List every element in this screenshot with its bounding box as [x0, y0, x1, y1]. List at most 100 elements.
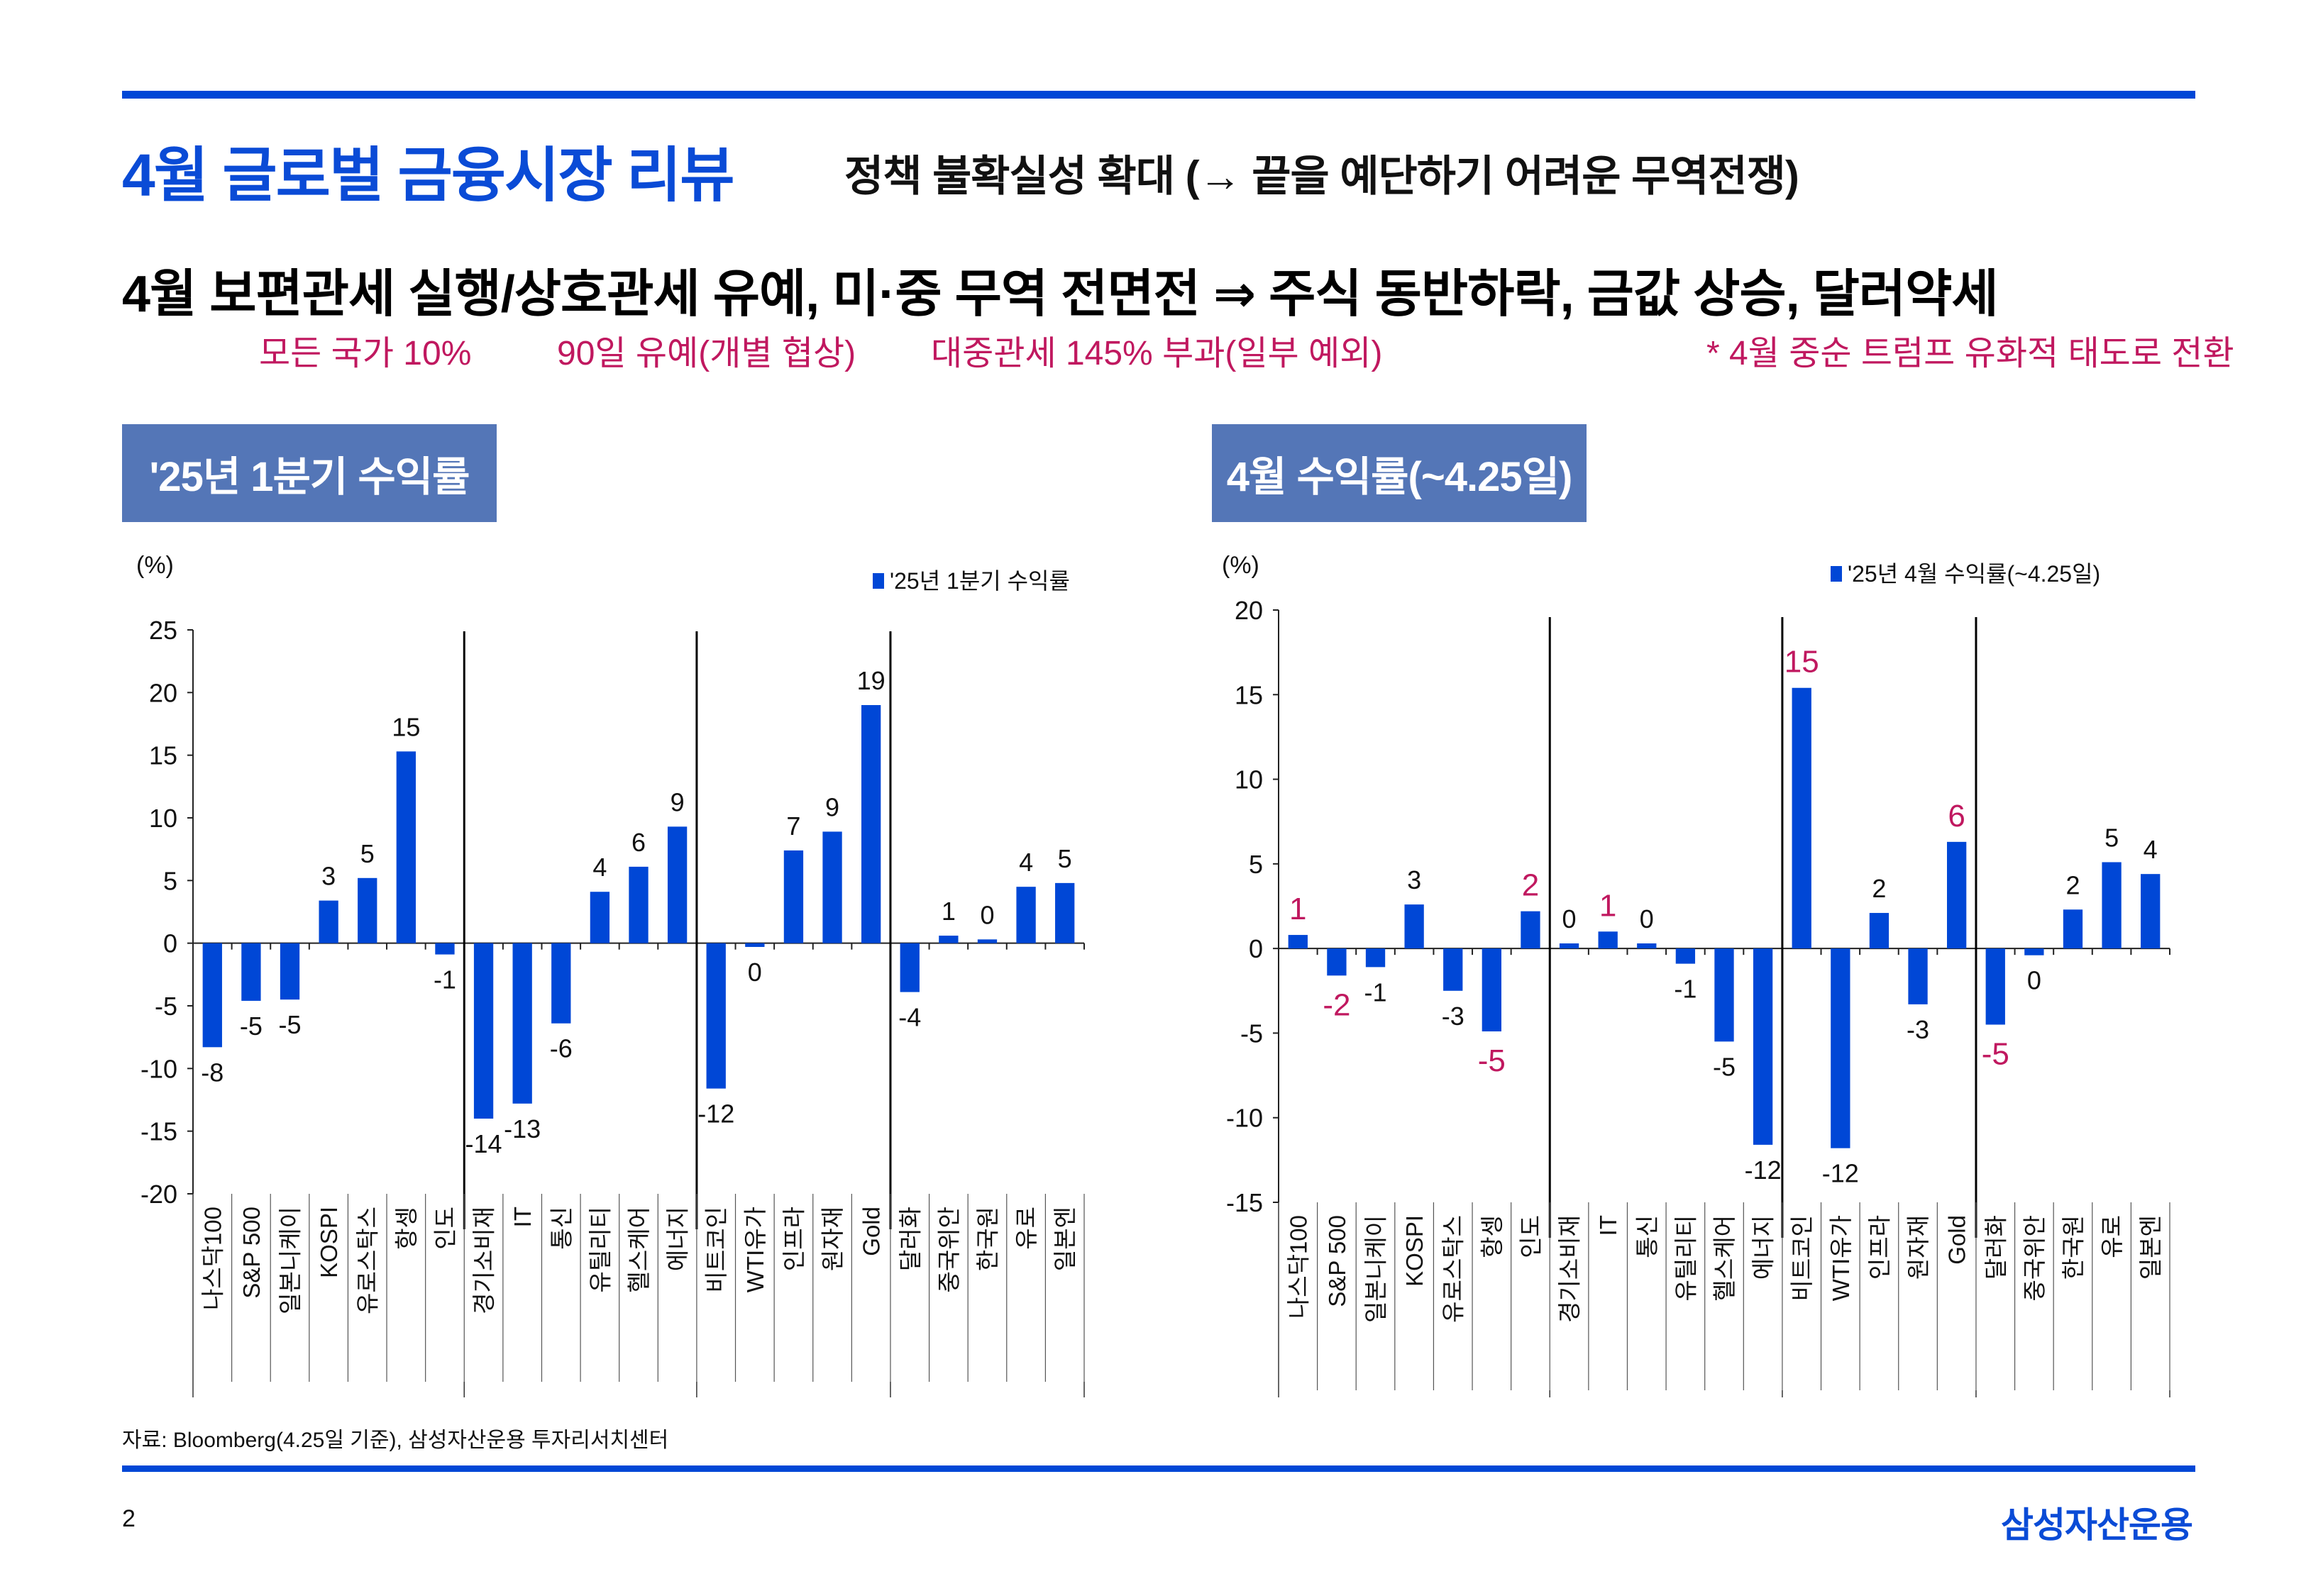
category-label: 인프라 [1866, 1215, 1892, 1280]
bar [1753, 948, 1773, 1145]
bar [1404, 904, 1424, 949]
y-tick-label: -10 [140, 1054, 177, 1083]
legend-swatch [873, 573, 884, 589]
bar [2102, 862, 2122, 949]
category-label: 경기소비재 [1557, 1215, 1583, 1323]
category-label: 인도 [1518, 1215, 1544, 1258]
page-subtitle: 정책 불확실성 확대 (→ 끝을 예단하기 어려운 무역전쟁) [844, 153, 1799, 200]
y-axis-unit: (%) [1222, 552, 1259, 579]
bar [1365, 948, 1386, 968]
bar [2024, 948, 2044, 955]
note-reciprocal-delay: 90일 유예(개별 협상) [557, 335, 856, 372]
bar [783, 850, 804, 943]
data-label: -4 [898, 1003, 921, 1032]
bar [319, 900, 338, 943]
bar [1831, 948, 1850, 1148]
data-label: -13 [504, 1114, 541, 1143]
bar [1947, 841, 1967, 949]
data-label: 15 [1784, 645, 1819, 680]
category-label: 일본엔 [1052, 1207, 1078, 1271]
y-tick-label: -15 [140, 1117, 177, 1146]
bar [1327, 948, 1347, 976]
data-label: -5 [1478, 1043, 1506, 1078]
category-label: 헬스케어 [626, 1207, 652, 1292]
data-label: -6 [550, 1034, 573, 1063]
category-label: 통신 [1634, 1215, 1660, 1258]
data-label: 0 [748, 958, 762, 987]
category-label: 중국위안 [936, 1207, 962, 1292]
y-tick-label: 15 [149, 741, 177, 770]
bar [1016, 887, 1036, 943]
data-label: 2 [2065, 870, 2080, 899]
data-label: -12 [1822, 1159, 1859, 1188]
category-label: Gold [1944, 1215, 1970, 1265]
data-label: -12 [1745, 1156, 1782, 1185]
data-label: -3 [1442, 1002, 1464, 1031]
bar [512, 943, 532, 1104]
bar [939, 936, 959, 943]
bar [1482, 948, 1501, 1032]
data-label: 4 [2144, 835, 2158, 864]
category-label: 비트코인 [1789, 1215, 1815, 1301]
y-tick-label: 25 [149, 616, 177, 645]
category-label: 유로스탁스 [355, 1207, 381, 1314]
page-title: 4월 글로벌 금융시장 리뷰 [122, 142, 735, 209]
data-label: 3 [321, 862, 336, 891]
bar [435, 943, 455, 955]
data-label: 1 [942, 897, 956, 926]
data-label: -14 [465, 1129, 502, 1158]
category-label: 일본니케이 [1363, 1215, 1389, 1323]
category-label: 에너지 [665, 1207, 691, 1271]
data-label: 1 [1599, 888, 1616, 923]
bar [202, 943, 222, 1048]
category-label: 유로스탁스 [1440, 1215, 1467, 1323]
bar [2141, 874, 2161, 949]
data-label: -1 [434, 965, 456, 994]
data-label: 9 [671, 787, 685, 816]
category-label: 에너지 [1750, 1215, 1777, 1280]
page-number: 2 [122, 1505, 136, 1532]
category-label: 달러화 [1982, 1215, 2009, 1280]
data-label: 1 [1289, 892, 1306, 926]
category-label: 원자재 [1905, 1215, 1931, 1280]
bar [1792, 687, 1811, 949]
data-label: 5 [1058, 844, 1072, 873]
category-label: 일본엔 [2138, 1215, 2164, 1280]
data-label: -5 [1982, 1037, 2009, 1072]
brand-logo: 삼성자산운용 [2001, 1505, 2193, 1545]
y-tick-label: 20 [149, 678, 177, 707]
note-universal-tariff: 모든 국가 10% [259, 335, 472, 372]
bar [241, 943, 261, 1001]
data-label: 0 [1562, 904, 1577, 933]
data-label: 0 [1640, 904, 1654, 933]
y-tick-label: 20 [1235, 596, 1263, 625]
category-label: 인프라 [780, 1207, 807, 1271]
y-tick-label: -20 [140, 1180, 177, 1209]
bar [977, 939, 998, 943]
data-label: 0 [2027, 966, 2041, 995]
bar [396, 751, 416, 943]
chart-april-returns: (%)'25년 4월 수익률(~4.25일)20151050-5-10-15주식… [1222, 552, 2170, 1397]
category-label: IT [1595, 1215, 1621, 1236]
y-tick-label: 10 [149, 804, 177, 833]
source-note: 자료: Bloomberg(4.25일 기준), 삼성자산운용 투자리서치센터 [122, 1429, 669, 1452]
category-label: 유틸리티 [587, 1207, 613, 1292]
bar [1985, 948, 2005, 1025]
bar [280, 943, 300, 1000]
category-label: 항셍 [393, 1207, 419, 1250]
category-label: S&P 500 [238, 1207, 265, 1299]
category-label: 한국원 [974, 1207, 1000, 1271]
bar [745, 943, 765, 947]
bar [473, 943, 494, 1119]
category-label: 한국원 [2060, 1215, 2086, 1280]
data-label: 4 [1019, 848, 1033, 877]
data-label: 2 [1872, 874, 1886, 903]
bar [1288, 935, 1308, 949]
data-label: -1 [1364, 977, 1387, 1007]
bar [1521, 911, 1540, 949]
bar [1675, 948, 1696, 964]
data-label: -1 [1674, 975, 1697, 1004]
category-label: WTI유가 [1828, 1215, 1854, 1301]
data-label: 5 [360, 839, 375, 868]
bar [2063, 909, 2083, 949]
